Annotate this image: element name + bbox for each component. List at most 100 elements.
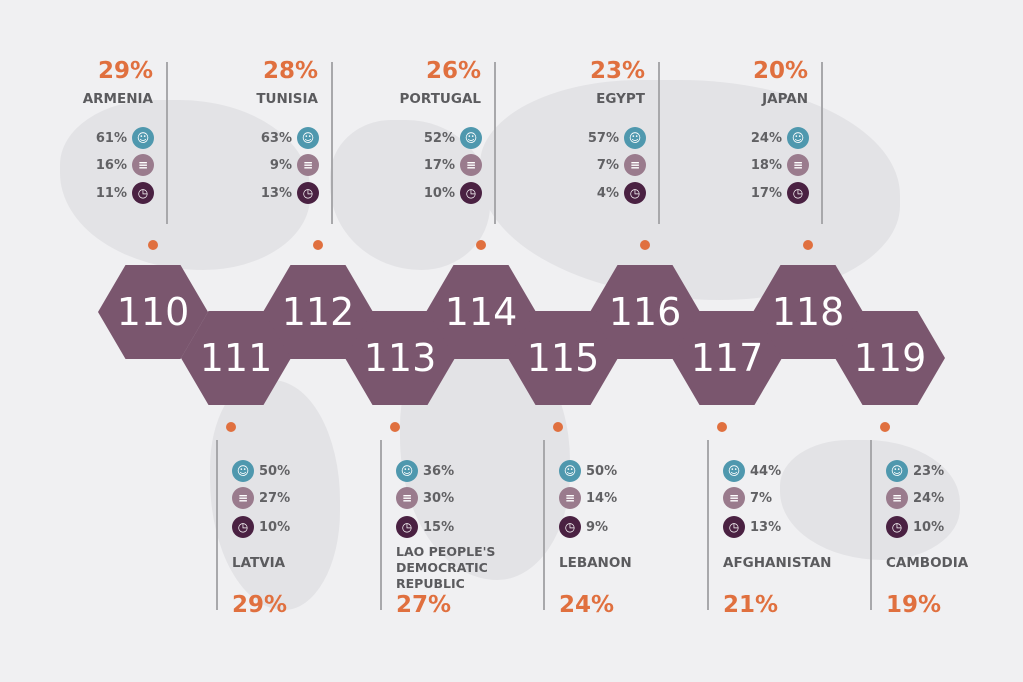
stat-row: ≡ 14% <box>559 487 617 509</box>
stat-value: 50% <box>259 463 291 479</box>
connector-line <box>494 62 496 224</box>
stat-row: 7% ≡ <box>597 154 646 176</box>
connector-dot <box>476 240 486 250</box>
stat-value: 9% <box>586 519 609 535</box>
connector-dot <box>640 240 650 250</box>
country-percent: 19% <box>886 592 942 618</box>
people-hand-icon: ☺ <box>396 460 418 482</box>
country-percent: 20% <box>752 58 808 84</box>
stat-value: 9% <box>269 157 292 173</box>
stat-row: 10% ◷ <box>424 182 482 204</box>
coins-icon: ≡ <box>396 487 418 509</box>
stat-row: 57% ☺ <box>588 127 646 149</box>
rank-hexagon: 113 <box>345 311 455 405</box>
stat-row: 16% ≡ <box>96 154 154 176</box>
coins-icon: ≡ <box>460 154 482 176</box>
people-hand-icon: ☺ <box>132 127 154 149</box>
stat-row: ◷ 9% <box>559 516 608 538</box>
stat-row: 63% ☺ <box>261 127 319 149</box>
connector-line <box>870 440 872 610</box>
connector-dot <box>717 422 727 432</box>
stat-row: 9% ≡ <box>270 154 319 176</box>
stat-value: 23% <box>913 463 945 479</box>
country-percent: 24% <box>559 592 615 618</box>
connector-line <box>707 440 709 610</box>
coins-icon: ≡ <box>559 487 581 509</box>
clock-icon: ◷ <box>460 182 482 204</box>
stat-row: ◷ 10% <box>886 516 944 538</box>
connector-line <box>543 440 545 610</box>
coins-icon: ≡ <box>787 154 809 176</box>
clock-icon: ◷ <box>132 182 154 204</box>
stat-row: 13% ◷ <box>261 182 319 204</box>
country-name: ARMENIA <box>82 91 153 107</box>
coins-icon: ≡ <box>132 154 154 176</box>
country-percent: 26% <box>425 58 481 84</box>
country-percent: 28% <box>262 58 318 84</box>
stat-value: 11% <box>95 185 127 201</box>
connector-dot <box>880 422 890 432</box>
stat-row: ☺ 23% <box>886 460 944 482</box>
stat-row: 24% ☺ <box>751 127 809 149</box>
stat-row: ◷ 15% <box>396 516 454 538</box>
clock-icon: ◷ <box>624 182 646 204</box>
connector-line <box>658 62 660 224</box>
stat-row: 18% ≡ <box>751 154 809 176</box>
country-percent: 29% <box>97 58 153 84</box>
stat-value: 15% <box>423 519 455 535</box>
stat-value: 57% <box>587 130 619 146</box>
world-map-background <box>60 100 310 270</box>
stat-value: 18% <box>750 157 782 173</box>
stat-row: 52% ☺ <box>424 127 482 149</box>
stat-value: 50% <box>586 463 618 479</box>
people-hand-icon: ☺ <box>232 460 254 482</box>
people-hand-icon: ☺ <box>624 127 646 149</box>
country-name: TUNISIA <box>256 91 318 107</box>
clock-icon: ◷ <box>559 516 581 538</box>
country-name: AFGHANISTAN <box>723 555 832 571</box>
stat-row: ☺ 50% <box>559 460 617 482</box>
clock-icon: ◷ <box>297 182 319 204</box>
stat-row: 61% ☺ <box>96 127 154 149</box>
stat-value: 13% <box>260 185 292 201</box>
stat-row: ☺ 50% <box>232 460 290 482</box>
country-name: JAPAN <box>762 91 808 107</box>
world-map-background <box>210 380 340 610</box>
connector-line <box>166 62 168 224</box>
stat-row: 11% ◷ <box>96 182 154 204</box>
people-hand-icon: ☺ <box>723 460 745 482</box>
connector-dot <box>148 240 158 250</box>
stat-value: 17% <box>750 185 782 201</box>
clock-icon: ◷ <box>396 516 418 538</box>
coins-icon: ≡ <box>886 487 908 509</box>
country-name: PORTUGAL <box>399 91 481 107</box>
connector-line <box>821 62 823 224</box>
country-percent: 29% <box>232 592 288 618</box>
country-percent: 21% <box>723 592 779 618</box>
coins-icon: ≡ <box>232 487 254 509</box>
stat-value: 10% <box>913 519 945 535</box>
stat-row: ☺ 36% <box>396 460 454 482</box>
stat-value: 52% <box>423 130 455 146</box>
stat-value: 10% <box>259 519 291 535</box>
connector-line <box>216 440 218 610</box>
stat-value: 14% <box>586 490 618 506</box>
stat-row: 17% ◷ <box>751 182 809 204</box>
stat-value: 63% <box>260 130 292 146</box>
country-name: LAO PEOPLE'S DEMOCRATIC REPUBLIC <box>396 544 496 591</box>
stat-value: 4% <box>596 185 619 201</box>
stat-row: ≡ 7% <box>723 487 772 509</box>
stat-row: ≡ 24% <box>886 487 944 509</box>
people-hand-icon: ☺ <box>886 460 908 482</box>
stat-value: 27% <box>259 490 291 506</box>
clock-icon: ◷ <box>723 516 745 538</box>
country-percent: 23% <box>589 58 645 84</box>
stat-row: 4% ◷ <box>597 182 646 204</box>
connector-dot <box>803 240 813 250</box>
country-name: EGYPT <box>596 91 645 107</box>
stat-value: 30% <box>423 490 455 506</box>
people-hand-icon: ☺ <box>460 127 482 149</box>
stat-value: 24% <box>750 130 782 146</box>
stat-row: ≡ 27% <box>232 487 290 509</box>
